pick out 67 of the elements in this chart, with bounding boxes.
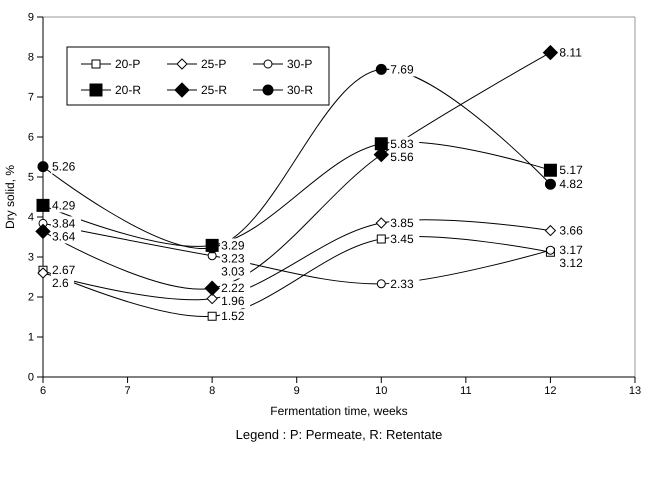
x-tick-label: 12 [544, 384, 557, 397]
point [38, 268, 48, 278]
data-label: 8.11 [559, 46, 582, 60]
point [376, 279, 386, 288]
data-label: 5.83 [390, 136, 414, 151]
legend-label: 25-R [201, 83, 228, 97]
data-label: 2.6 [52, 276, 70, 290]
y-tick-label: 6 [28, 132, 34, 144]
data-label: 3.29 [221, 238, 245, 252]
data-label: 3.17 [559, 243, 584, 258]
y-tick-label: 5 [28, 172, 34, 184]
x-tick-label: 6 [40, 384, 46, 397]
data-label: 5.17 [559, 163, 584, 178]
data-label: 2.33 [390, 276, 414, 291]
data-label: 3.12 [559, 256, 584, 270]
y-tick-label: 8 [28, 52, 34, 64]
y-tick-label: 9 [28, 12, 34, 24]
x-tick-label: 8 [209, 384, 216, 397]
x-axis-title: Fermentation time, weeks [270, 404, 408, 418]
x-tick-label: 13 [628, 384, 642, 397]
point [542, 45, 558, 60]
data-label: 5.56 [390, 150, 414, 164]
data-label: 1.96 [221, 294, 245, 308]
point [36, 224, 50, 239]
y-tick-label: 1 [28, 332, 34, 344]
point [208, 312, 217, 321]
legend-label: 30-P [287, 57, 312, 71]
point [206, 293, 218, 304]
x-tick-label: 7 [124, 384, 131, 397]
y-tick-label: 3 [28, 252, 34, 264]
legend-label: 20-R [115, 83, 142, 97]
data-label: 3.84 [52, 216, 76, 230]
point [544, 225, 556, 236]
point [376, 234, 386, 244]
data-label: 4.29 [52, 198, 76, 212]
point [376, 218, 387, 228]
y-tick-label: 7 [28, 92, 34, 104]
data-label: 3.85 [390, 216, 414, 230]
point [204, 280, 220, 296]
data-label: 1.52 [221, 309, 245, 324]
y-tick-label: 2 [28, 292, 34, 304]
point [374, 137, 388, 150]
point [376, 64, 387, 75]
y-tick-label: 0 [28, 372, 34, 384]
x-tick-label: 11 [460, 384, 472, 397]
y-axis-title: Dry solid, % [3, 164, 17, 230]
data-label: 7.69 [390, 62, 414, 76]
point [38, 161, 48, 172]
data-label: 3.03 [221, 264, 245, 278]
data-label: 3.23 [221, 251, 245, 266]
point [544, 178, 556, 190]
legend-label: 30-R [287, 83, 314, 97]
data-label: 5.26 [52, 160, 76, 174]
data-label: 2.67 [52, 263, 76, 278]
y-tick-label: 4 [28, 212, 34, 224]
data-label: 2.22 [221, 281, 245, 296]
data-label: 3.66 [559, 224, 584, 238]
point [36, 198, 50, 212]
legend-label: 25-P [201, 57, 226, 71]
text: Legend : P: Permeate, R: Retentate [236, 427, 442, 442]
x-tick-label: 10 [375, 384, 388, 397]
point [544, 164, 557, 177]
data-label: 4.82 [559, 177, 584, 192]
legend-label: 20-P [115, 57, 140, 71]
data-label: 3.45 [390, 232, 414, 246]
data-label: 3.64 [52, 229, 76, 244]
x-tick-label: 9 [294, 384, 300, 397]
